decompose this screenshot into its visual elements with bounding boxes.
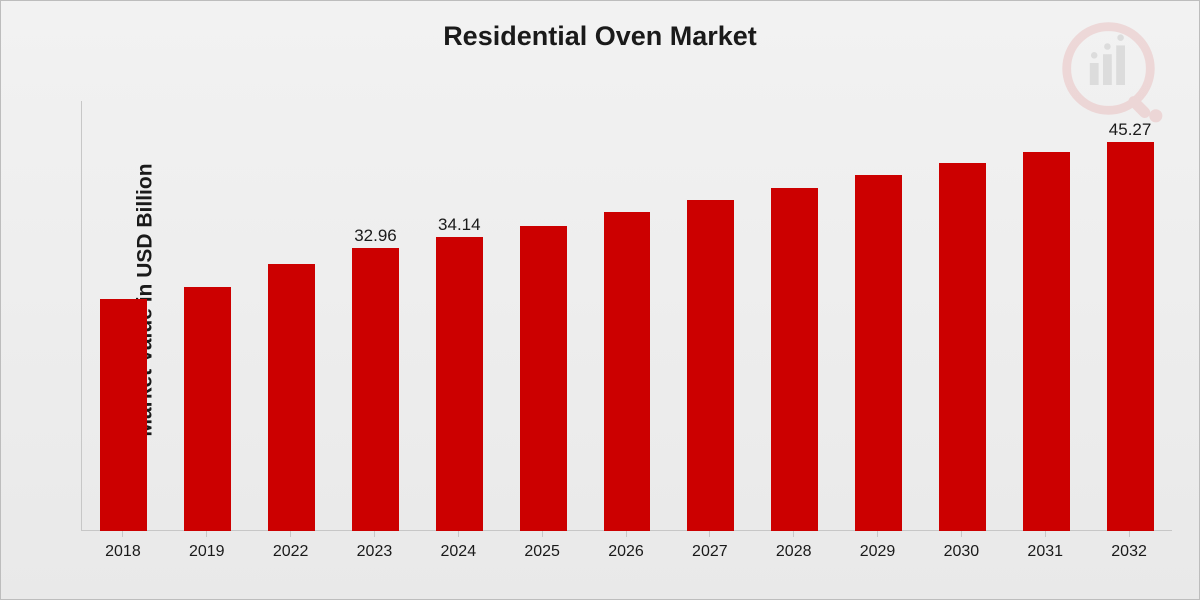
- x-tick: [877, 531, 878, 537]
- bar: [520, 226, 567, 531]
- chart-title: Residential Oven Market: [1, 21, 1199, 52]
- x-tick: [961, 531, 962, 537]
- bars-container: 32.96 34.14 45.27: [82, 101, 1172, 531]
- bar: [100, 299, 147, 531]
- bar: [604, 212, 651, 531]
- bar: 32.96: [352, 248, 399, 531]
- x-tick: [1129, 531, 1130, 537]
- x-axis-category: 2031: [1003, 543, 1087, 561]
- bar-value-label: 32.96: [352, 226, 399, 246]
- x-tick: [206, 531, 207, 537]
- x-tick: [1045, 531, 1046, 537]
- x-axis-category: 2024: [416, 543, 500, 561]
- bar: [771, 188, 818, 531]
- bar: [268, 264, 315, 531]
- plot-area: 32.96 34.14 45.27: [81, 101, 1172, 531]
- x-tick: [458, 531, 459, 537]
- x-axis-category: 2027: [668, 543, 752, 561]
- x-axis-category: 2023: [333, 543, 417, 561]
- bar: [939, 163, 986, 531]
- x-tick: [290, 531, 291, 537]
- chart-canvas: Residential Oven Market Market Value in …: [0, 0, 1200, 600]
- x-axis-labels: 2018201920222023202420252026202720282029…: [81, 537, 1171, 577]
- x-tick: [542, 531, 543, 537]
- x-tick: [626, 531, 627, 537]
- x-axis-category: 2030: [919, 543, 1003, 561]
- bar: [1023, 152, 1070, 531]
- x-axis-category: 2025: [500, 543, 584, 561]
- x-tick: [793, 531, 794, 537]
- x-axis-category: 2029: [836, 543, 920, 561]
- bar: [687, 200, 734, 531]
- x-tick: [709, 531, 710, 537]
- x-axis-category: 2018: [81, 543, 165, 561]
- x-tick: [122, 531, 123, 537]
- x-axis-category: 2026: [584, 543, 668, 561]
- bar: 34.14: [436, 237, 483, 531]
- x-tick: [374, 531, 375, 537]
- bar: 45.27: [1107, 142, 1154, 531]
- bar-value-label: 34.14: [436, 215, 483, 235]
- bar: [184, 287, 231, 531]
- x-axis-category: 2019: [165, 543, 249, 561]
- bar: [855, 175, 902, 531]
- x-axis-category: 2032: [1087, 543, 1171, 561]
- x-axis-category: 2022: [249, 543, 333, 561]
- x-axis-category: 2028: [752, 543, 836, 561]
- bar-value-label: 45.27: [1107, 120, 1154, 140]
